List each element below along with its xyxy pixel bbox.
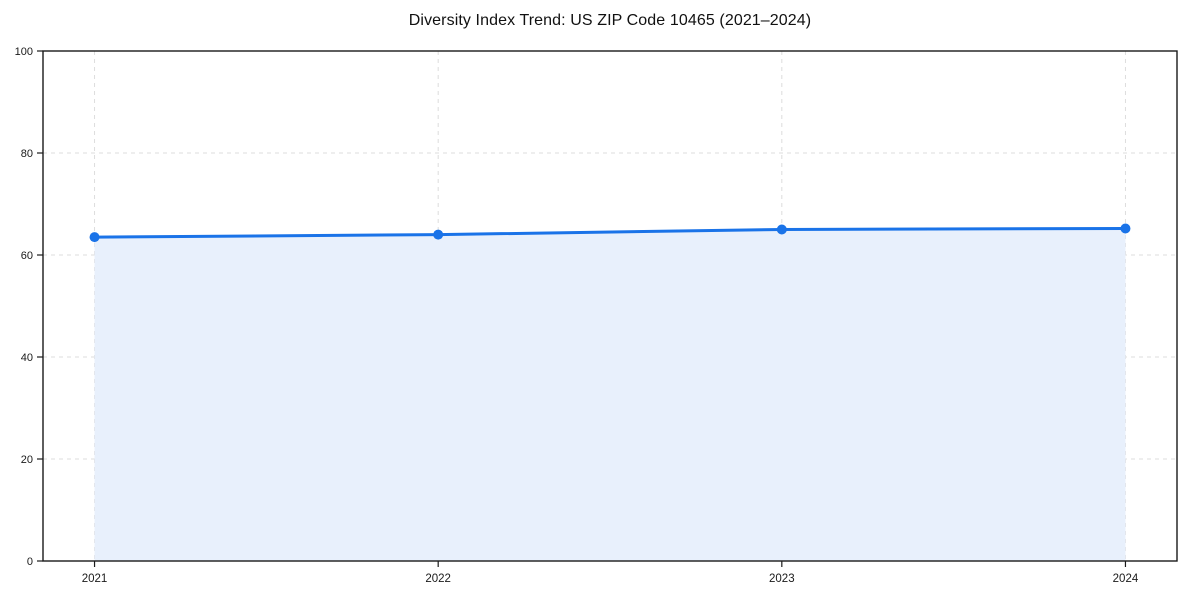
x-tick-label: 2021 [82, 573, 108, 585]
data-point-2024 [1120, 223, 1131, 234]
x-tick-label: 2023 [769, 573, 795, 585]
y-tick-label: 100 [15, 46, 33, 58]
y-tick-label: 40 [21, 352, 33, 364]
y-tick-label: 20 [21, 454, 33, 466]
data-point-2023 [776, 224, 787, 235]
x-tick-label: 2024 [1113, 573, 1139, 585]
plot-border [42, 50, 1178, 562]
x-tick-label: 2022 [425, 573, 451, 585]
chart-title: Diversity Index Trend: US ZIP Code 10465… [408, 12, 812, 29]
area-fill [94, 228, 1126, 562]
data-point-2021 [89, 232, 100, 243]
y-tick-label: 0 [27, 556, 33, 568]
y-tick-label: 60 [21, 250, 33, 262]
y-tick-label: 80 [21, 148, 33, 160]
data-point-2022 [433, 229, 444, 240]
trend-line [93, 226, 1127, 239]
